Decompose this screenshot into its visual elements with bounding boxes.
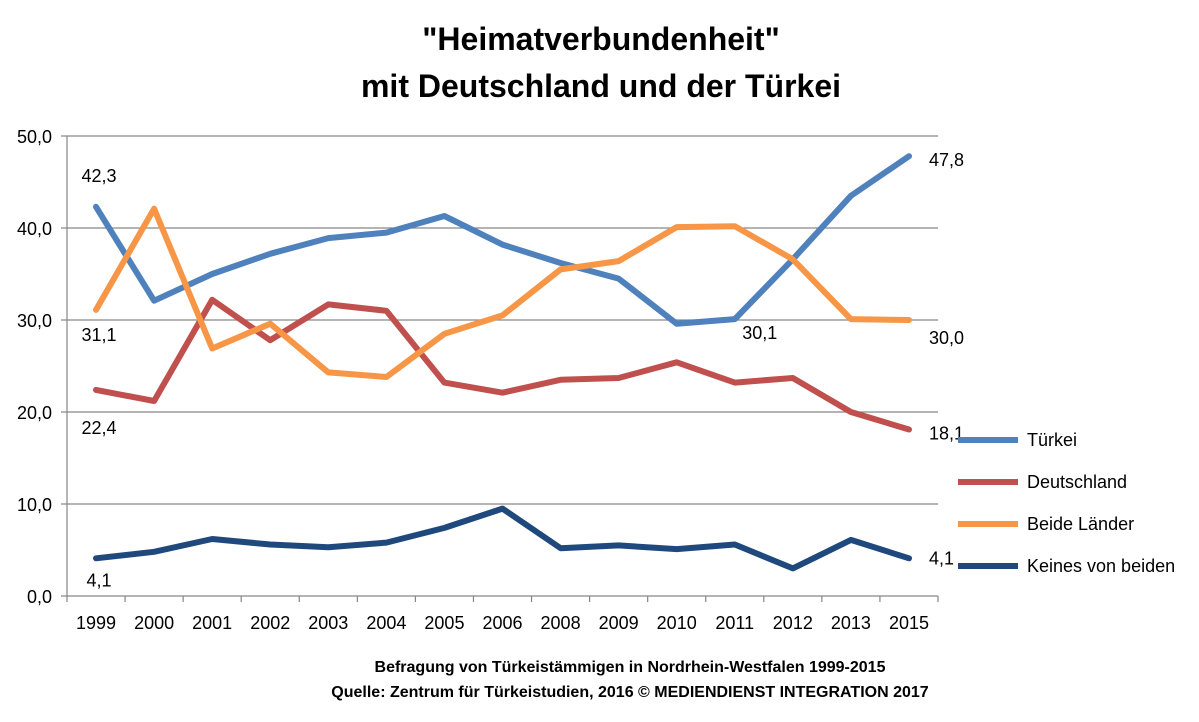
- y-tick-label: 40,0: [17, 219, 52, 239]
- data-label: 42,3: [82, 166, 117, 186]
- footer-line: Befragung von Türkeistämmigen in Nordrhe…: [375, 659, 886, 676]
- y-tick-label: 50,0: [17, 127, 52, 147]
- data-label: 4,1: [929, 548, 954, 568]
- x-tick-label: 2005: [424, 613, 464, 633]
- x-tick-label: 2013: [831, 613, 871, 633]
- series-line-deutschland: [93, 296, 912, 433]
- legend-item-tuerkei: Türkei: [958, 430, 1077, 450]
- x-tick-label: 2001: [192, 613, 232, 633]
- legend-item-beide-laender: Beide Länder: [958, 514, 1134, 534]
- x-tick-label: 2006: [482, 613, 522, 633]
- legend-label: Türkei: [1027, 430, 1077, 450]
- x-tick-label: 2010: [657, 613, 697, 633]
- chart-title-line: mit Deutschland und der Türkei: [361, 68, 841, 104]
- x-tick-label: 2000: [134, 613, 174, 633]
- data-labels: 42,3 30,1 47,8 31,1 30,0 22,4 18,1 4,1 4,1: [82, 150, 965, 590]
- series-line-beide-laender: [93, 205, 912, 380]
- legend: Türkei Deutschland Beide Länder Keines von …: [958, 430, 1175, 576]
- x-tick-label: 2004: [366, 613, 406, 633]
- gridlines: [67, 135, 938, 505]
- series-line-keines-von-beiden: [93, 505, 912, 572]
- x-tick-label: 2015: [889, 613, 929, 633]
- y-tick-label: 30,0: [17, 311, 52, 331]
- x-tick-label: 1999: [76, 613, 116, 633]
- legend-label: Deutschland: [1027, 472, 1127, 492]
- data-label: 22,4: [82, 418, 117, 438]
- data-label: 4,1: [87, 570, 112, 590]
- series-lines: [93, 153, 912, 572]
- y-tick-label: 0,0: [27, 587, 52, 607]
- x-tick-label: 2011: [715, 613, 754, 633]
- data-label: 30,1: [742, 323, 777, 343]
- legend-item-deutschland: Deutschland: [958, 472, 1127, 492]
- axes: 0,0 10,0 20,0 30,0 40,0 50,0 1999 2000 2001 2002 2…: [17, 127, 939, 633]
- y-tick-label: 20,0: [17, 403, 52, 423]
- legend-label: Keines von beiden: [1027, 556, 1175, 576]
- chart-title-line: "Heimatverbundenheit": [422, 21, 780, 57]
- data-label: 47,8: [929, 150, 964, 170]
- footer-line: Quelle: Zentrum für Türkeistudien, 2016 …: [331, 684, 928, 701]
- x-tick-label: 2002: [250, 613, 290, 633]
- y-tick-label: 10,0: [17, 495, 52, 515]
- x-tick-label: 2012: [773, 613, 813, 633]
- data-label: 18,1: [929, 423, 964, 443]
- data-label: 31,1: [82, 325, 117, 345]
- legend-label: Beide Länder: [1027, 514, 1134, 534]
- series-line-tuerkei: [93, 153, 912, 327]
- chart-footer: Befragung von Türkeistämmigen in Nordrhe…: [331, 659, 928, 701]
- x-tick-label: 2008: [541, 613, 581, 633]
- data-label: 30,0: [929, 328, 964, 348]
- chart-title: "Heimatverbundenheit" mit Deutschland und…: [361, 21, 841, 104]
- x-tick-label: 2003: [308, 613, 348, 633]
- legend-item-keines-von-beiden: Keines von beiden: [958, 556, 1175, 576]
- x-tick-label: 2009: [599, 613, 639, 633]
